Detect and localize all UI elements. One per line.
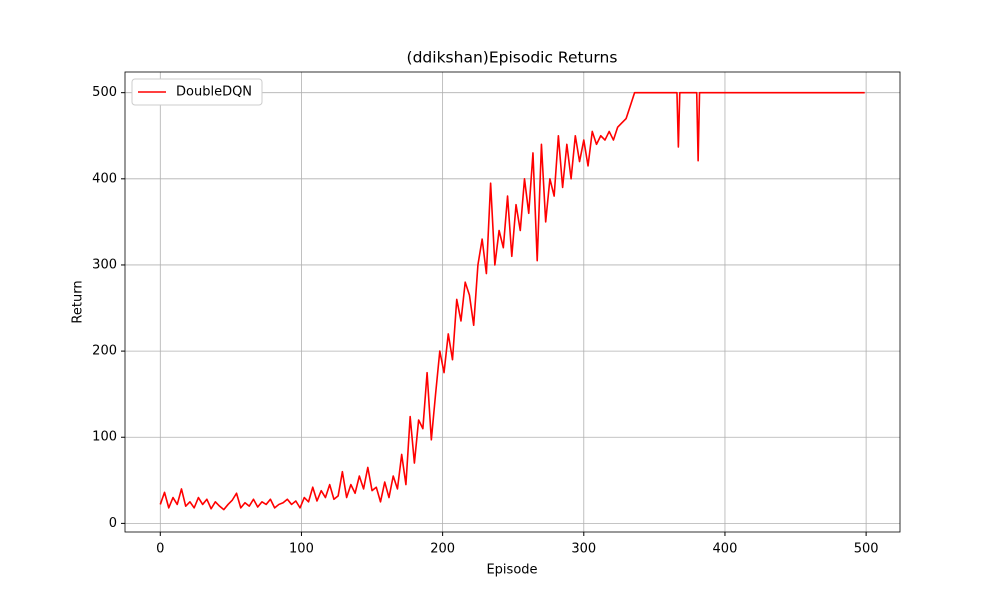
plot-frame [124, 71, 901, 533]
y-tick-label: 100 [92, 430, 117, 445]
legend-box [131, 78, 263, 106]
x-tick-label: 100 [289, 542, 314, 557]
y-tick-label: 400 [92, 171, 117, 186]
y-tick-label: 0 [109, 516, 117, 531]
x-tick-label: 0 [156, 542, 164, 557]
x-tick-label: 400 [713, 542, 738, 557]
y-tick-label: 500 [92, 85, 117, 100]
chart-title: (ddikshan)Episodic Returns [407, 49, 618, 67]
x-tick-label: 500 [854, 542, 879, 557]
legend-label: DoubleDQN [176, 85, 252, 100]
y-tick-label: 300 [92, 257, 117, 272]
x-tick-label: 300 [571, 542, 596, 557]
y-axis-label: Return [71, 280, 86, 323]
x-tick-label: 200 [430, 542, 455, 557]
x-axis-label: Episode [486, 563, 537, 578]
series-line [159, 91, 865, 511]
y-tick-label: 200 [92, 344, 117, 359]
